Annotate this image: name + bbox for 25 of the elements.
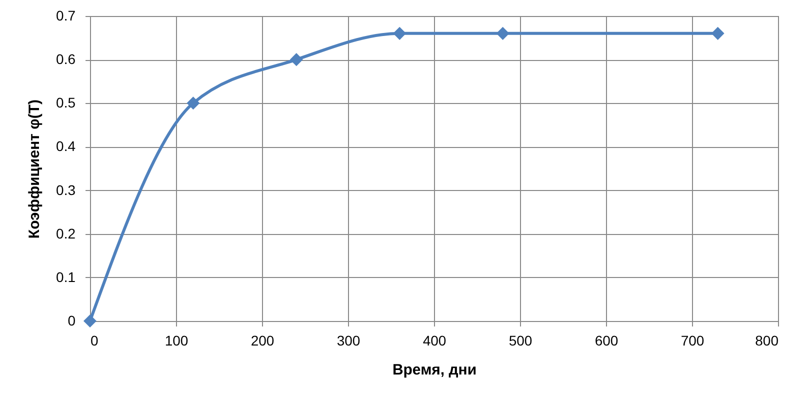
y-tick-label: 0.1 bbox=[56, 268, 76, 285]
x-tick-label: 800 bbox=[755, 332, 779, 348]
y-tick-label: 0.5 bbox=[56, 94, 76, 111]
y-tick-label: 0.3 bbox=[56, 182, 76, 198]
x-tick-label: 200 bbox=[250, 332, 274, 348]
x-tick-label: 400 bbox=[422, 332, 446, 348]
point bbox=[290, 53, 303, 66]
x-axis-title: Время, дни bbox=[392, 362, 477, 378]
y-tick-label: 0.7 bbox=[56, 8, 76, 24]
y-tick-label: 0.2 bbox=[56, 225, 76, 242]
x-tick-label: 0 bbox=[90, 332, 98, 348]
x-tick-label: 300 bbox=[336, 332, 360, 348]
y-tick-label: 0.4 bbox=[56, 138, 76, 154]
y-axis-title: Коэффициент φ(T) bbox=[26, 99, 44, 239]
x-tick-label: 100 bbox=[164, 332, 188, 348]
point bbox=[186, 96, 200, 110]
x-tick-label: 700 bbox=[680, 332, 704, 348]
point bbox=[393, 26, 406, 40]
point bbox=[711, 26, 724, 40]
point bbox=[496, 26, 510, 40]
point bbox=[83, 314, 97, 328]
y-tick-label: 0.6 bbox=[56, 51, 76, 68]
x-tick-label: 600 bbox=[594, 332, 618, 348]
x-tick-label: 500 bbox=[508, 332, 532, 348]
y-tick-label: 0 bbox=[68, 312, 76, 328]
